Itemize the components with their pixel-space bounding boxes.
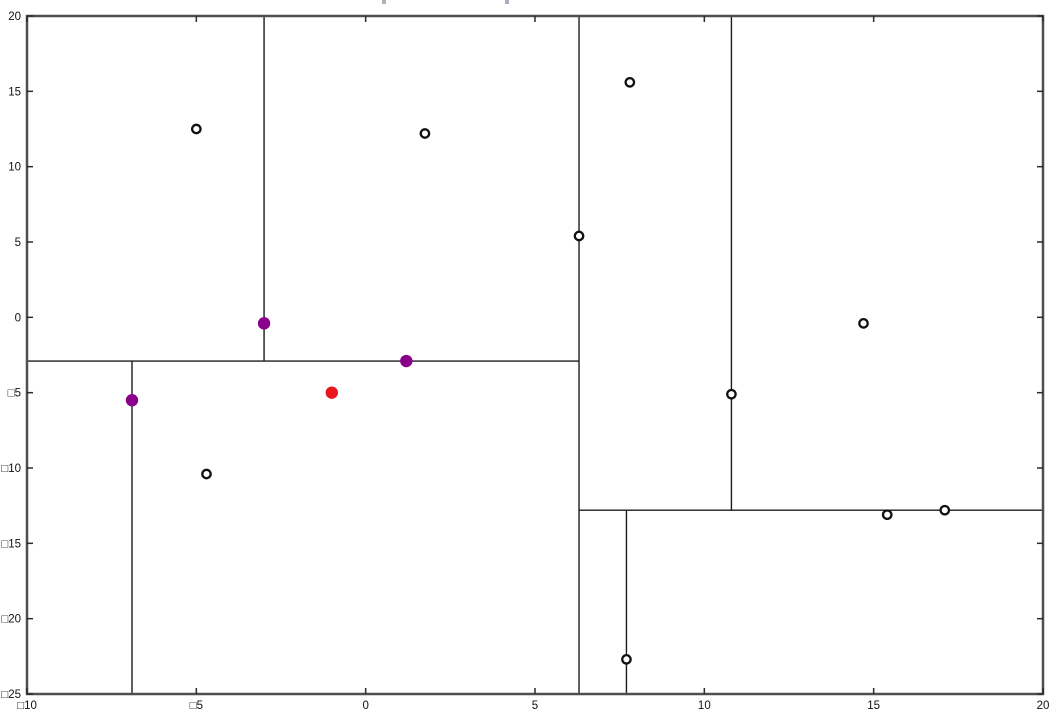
dataset-points-marker [939, 504, 951, 516]
nearest-neighbors-marker [125, 394, 139, 407]
axis-tick-labels: □10 □5 0 5 10 15 20 20 15 10 5 0 □5 □10 □15 □20 □25 [1, 11, 1049, 712]
partition-lines [27, 16, 1043, 694]
y-tick-label: 10 [8, 162, 21, 174]
dataset-points-marker [621, 653, 632, 665]
y-tick-label: 0 [15, 312, 21, 324]
x-tick-label: 0 [362, 700, 368, 712]
dataset-points-marker [726, 388, 737, 400]
dataset-points-marker [858, 318, 869, 329]
y-tick-label: 15 [8, 86, 21, 98]
y-tick-label: □10 [1, 463, 21, 475]
y-tick-label: □20 [1, 614, 21, 626]
x-tick-label: 10 [698, 700, 711, 712]
dataset-points-marker [624, 76, 636, 88]
x-tick-label: 15 [867, 700, 880, 712]
x-tick-label: 5 [532, 700, 538, 712]
y-tick-label: □15 [1, 538, 21, 550]
dataset-points-marker [190, 123, 202, 135]
y-tick-label: □25 [1, 689, 21, 701]
dataset-points-marker [573, 230, 585, 242]
y-tick-label: 20 [8, 11, 21, 23]
x-tick-label: □10 [17, 700, 37, 712]
axes-spines [25, 14, 1045, 696]
x-tick-label: 20 [1037, 700, 1050, 712]
clipped-title-fragment [505, 0, 509, 4]
axis-ticks [26, 15, 1044, 695]
y-tick-label: □5 [8, 388, 21, 400]
nearest-neighbors-marker [400, 354, 413, 368]
query-point-marker [325, 386, 338, 399]
dataset-points-marker [419, 128, 431, 139]
plot-border [25, 14, 1045, 696]
y-tick-label: 5 [15, 237, 21, 249]
nearest-neighbors-marker [257, 317, 271, 330]
clipped-title-fragment [382, 0, 386, 4]
dataset-points-marker [201, 468, 212, 480]
x-tick-label: □5 [190, 700, 203, 712]
dataset-points-marker [881, 509, 893, 521]
data-points [125, 76, 951, 665]
